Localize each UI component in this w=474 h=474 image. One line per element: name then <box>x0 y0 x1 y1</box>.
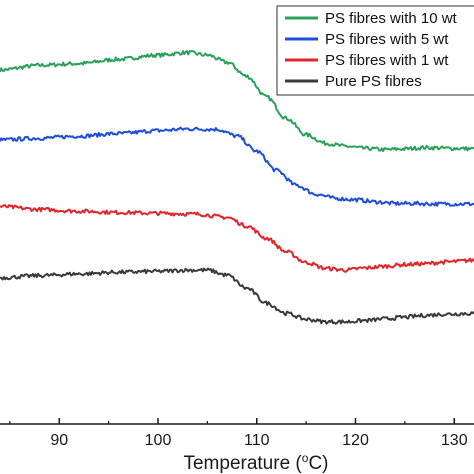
legend: PS fibres with 10 wt PS fibres with 5 wt P… <box>276 5 474 96</box>
x-ticks: 90 100 110 120 130 <box>9 418 468 449</box>
legend-label-ps-fibres-with-5-wt: PS fibres with 5 wt <box>325 31 449 48</box>
series-line-ps-fibres-with-5-wt <box>0 126 474 207</box>
x-axis-title-main: Temperature ( <box>183 453 302 474</box>
series-line-ps-fibres-with-1-wt <box>0 204 474 273</box>
x-tick-label-120: 120 <box>342 432 369 449</box>
x-tick-label-100: 100 <box>145 432 172 449</box>
x-tick-label-110: 110 <box>244 432 270 449</box>
legend-label-ps-fibres-with-10-wt: PS fibres with 10 wt <box>325 10 458 27</box>
legend-label-pure-ps-fibres: Pure PS fibres <box>325 73 422 90</box>
x-axis-title-sup: o <box>302 451 309 465</box>
legend-label-ps-fibres-with-1-wt: PS fibres with 1 wt <box>325 52 449 69</box>
series-layer <box>0 50 474 325</box>
x-tick-label-90: 90 <box>50 432 68 449</box>
series-line-ps-fibres-with-10-wt <box>0 50 474 153</box>
x-tick-label-130: 130 <box>441 432 468 449</box>
x-axis-title-tail: C) <box>308 453 328 474</box>
series-line-pure-ps-fibres <box>0 267 474 325</box>
x-axis-title: Temperature (oC) <box>183 451 328 474</box>
